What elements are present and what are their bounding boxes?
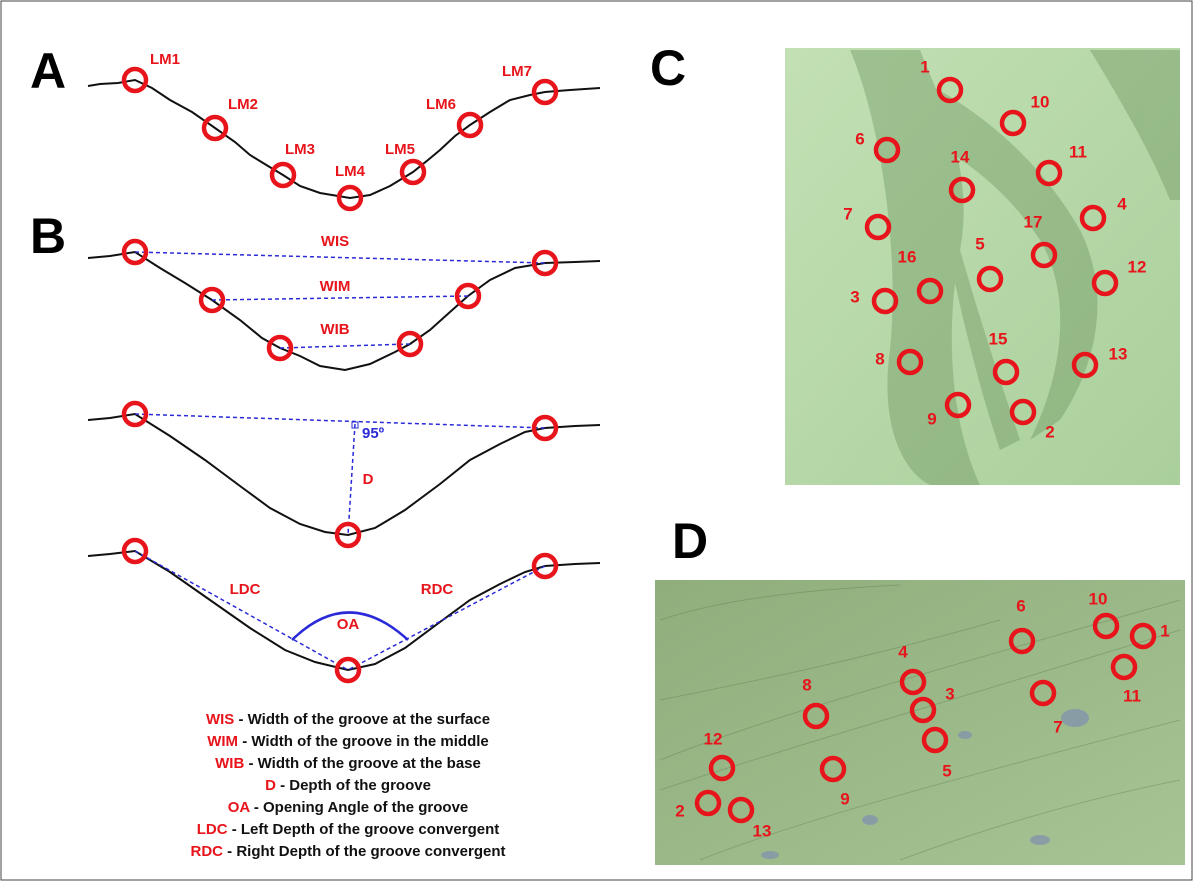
panel-label: A (30, 43, 66, 99)
profile (88, 551, 600, 670)
point-label: 11 (1123, 686, 1141, 705)
point-label: 12 (704, 729, 723, 748)
dashed-line (135, 551, 348, 670)
point-label: 1 (920, 57, 929, 76)
dashed-line (212, 296, 468, 300)
legend-desc: - Width of the groove at the surface (234, 711, 490, 728)
profile (88, 80, 600, 198)
legend-entry: OA - Opening Angle of the groove (228, 799, 469, 816)
point-label: 5 (942, 761, 951, 780)
profile (88, 414, 600, 535)
oa-label: OA (337, 616, 360, 633)
point-label: 4 (898, 642, 908, 661)
legend-abbr: RDC (190, 843, 223, 860)
landmark-label: LM3 (285, 141, 315, 158)
legend-abbr: WIB (215, 755, 244, 772)
legend-entry: WIS - Width of the groove at the surface (206, 711, 490, 728)
figure: A B C D WIS WIM WIB 95º D LDC OA RDC WIS… (0, 0, 1193, 881)
legend: WIS - Width of the groove at the surface… (190, 711, 505, 860)
landmark-label: LM2 (228, 96, 258, 113)
legend-desc: - Right Depth of the groove convergent (223, 843, 506, 860)
point-label: 10 (1089, 589, 1108, 608)
point-label: 3 (945, 684, 954, 703)
profile (88, 252, 600, 370)
surface-image (785, 48, 1180, 485)
legend-entry: LDC - Left Depth of the groove convergen… (197, 821, 500, 838)
point-label: 2 (675, 801, 684, 820)
landmark-label: LM4 (335, 163, 366, 180)
dashed-line (135, 252, 545, 263)
width-label: WIB (320, 321, 349, 338)
point-label: 13 (753, 821, 772, 840)
point-label: 4 (1117, 194, 1127, 213)
legend-entry: WIM - Width of the groove in the middle (207, 733, 489, 750)
point-label: 6 (1016, 596, 1025, 615)
point-label: 17 (1024, 212, 1043, 231)
legend-abbr: LDC (197, 821, 228, 838)
point-label: 8 (875, 349, 884, 368)
dashed-line (135, 414, 545, 428)
legend-abbr: WIS (206, 711, 234, 728)
point-label: 11 (1069, 142, 1087, 161)
landmark-label: LM7 (502, 63, 532, 80)
legend-abbr: WIM (207, 733, 238, 750)
legend-abbr: D (265, 777, 276, 794)
point-label: 6 (855, 129, 864, 148)
point-label: 1 (1160, 621, 1169, 640)
panel-label: B (30, 208, 66, 264)
dashed-line (280, 344, 410, 348)
width-label: WIM (320, 278, 351, 295)
legend-abbr: OA (228, 799, 251, 816)
rdc-label: RDC (421, 581, 454, 598)
legend-desc: - Width of the groove in the middle (238, 733, 489, 750)
legend-entry: D - Depth of the groove (265, 777, 431, 794)
legend-desc: - Left Depth of the groove convergent (228, 821, 500, 838)
legend-entry: RDC - Right Depth of the groove converge… (190, 843, 505, 860)
panel-label: D (672, 513, 708, 569)
landmark-label: LM5 (385, 141, 415, 158)
point-label: 12 (1128, 257, 1147, 276)
point-label: 5 (975, 234, 984, 253)
depth-label: D (363, 471, 374, 488)
angle-label: 95º (362, 425, 385, 442)
point-label: 2 (1045, 422, 1054, 441)
landmark-label: LM6 (426, 96, 456, 113)
legend-desc: - Width of the groove at the base (244, 755, 481, 772)
point-label: 8 (802, 675, 811, 694)
ldc-label: LDC (230, 581, 261, 598)
point-label: 13 (1109, 344, 1128, 363)
legend-desc: - Opening Angle of the groove (250, 799, 469, 816)
point-label: 3 (850, 287, 859, 306)
width-label: WIS (321, 233, 349, 250)
legend-desc: - Depth of the groove (276, 777, 431, 794)
panel-label: C (650, 40, 686, 96)
point-label: 10 (1031, 92, 1050, 111)
point-label: 14 (951, 147, 970, 166)
dashed-line (348, 424, 355, 535)
point-label: 9 (840, 789, 849, 808)
point-label: 15 (989, 329, 1008, 348)
point-label: 9 (927, 409, 936, 428)
landmark-label: LM1 (150, 51, 180, 68)
point-label: 16 (898, 247, 917, 266)
point-label: 7 (843, 204, 852, 223)
legend-entry: WIB - Width of the groove at the base (215, 755, 481, 772)
point-label: 7 (1053, 717, 1062, 736)
